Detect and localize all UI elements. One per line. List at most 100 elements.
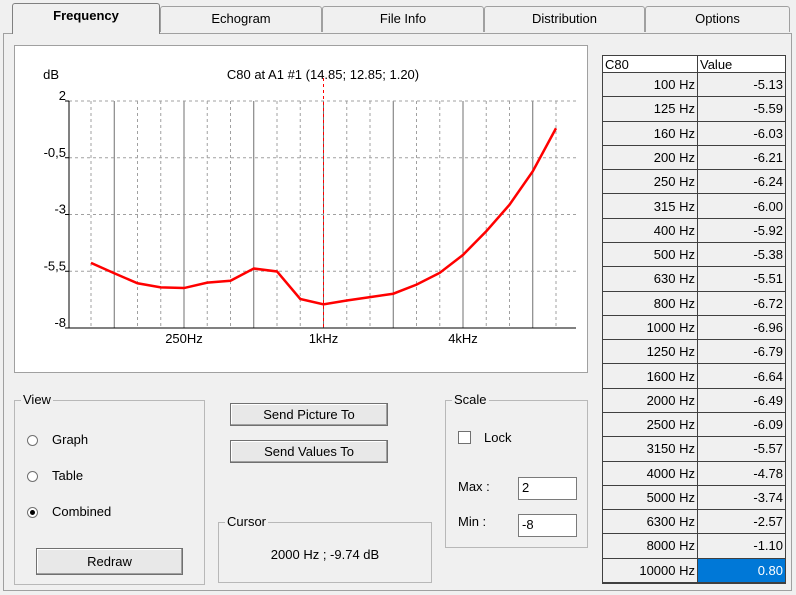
table-row[interactable]: 500 Hz -5.38: [603, 242, 785, 268]
table-cell: -6.96: [698, 316, 785, 341]
y-axis-label: dB: [43, 67, 59, 82]
radio-label: Graph: [52, 432, 89, 447]
table-row[interactable]: 125 Hz -5.59: [603, 97, 785, 122]
table-row[interactable]: 200 Hz -6.21: [603, 145, 785, 171]
table-cell: 5000 Hz: [603, 485, 698, 511]
y-tick-label: -8: [54, 315, 66, 330]
table-row[interactable]: 2500 Hz -6.09: [603, 412, 785, 438]
table-cell: 100 Hz: [603, 73, 698, 98]
table-row[interactable]: 2000 Hz -6.49: [603, 388, 785, 413]
table-cell: -5.57: [698, 437, 785, 462]
table-cell: -5.38: [698, 243, 785, 268]
table-cell: -6.21: [698, 146, 785, 171]
table-row[interactable]: 5000 Hz -3.74: [603, 485, 785, 511]
table-cell: 1250 Hz: [603, 340, 698, 365]
x-tick-label: 4kHz: [448, 331, 478, 346]
min-input[interactable]: -8: [518, 514, 577, 537]
table-cell: 4000 Hz: [603, 461, 698, 486]
tab[interactable]: Echogram: [160, 6, 322, 32]
checkbox-label: Lock: [484, 430, 512, 445]
table-cell: 0.80: [698, 558, 785, 583]
table-cell: 800 Hz: [603, 291, 698, 316]
max-label: Max :: [458, 479, 490, 494]
lock-checkbox[interactable]: [458, 431, 471, 444]
table-cell: 250 Hz: [603, 170, 698, 195]
table-cell: 1600 Hz: [603, 364, 698, 389]
table-row[interactable]: 3150 Hz -5.57: [603, 437, 785, 462]
y-tick-label: -5,5: [44, 258, 66, 273]
max-input[interactable]: 2: [518, 477, 577, 500]
table-cell: -6.79: [698, 340, 785, 365]
table-cell: 2500 Hz: [603, 412, 698, 438]
header-cell: Value: [698, 56, 785, 73]
table-cell: -2.57: [698, 510, 785, 535]
group-title: View: [21, 392, 53, 407]
table-cell: 200 Hz: [603, 145, 698, 171]
y-tick-label: 2: [59, 88, 66, 103]
table-row[interactable]: 1250 Hz -6.79: [603, 340, 785, 365]
table-cell: 125 Hz: [603, 97, 698, 122]
table-cell: -6.09: [698, 413, 785, 438]
tab[interactable]: Options: [645, 6, 790, 32]
table-cell: 315 Hz: [603, 194, 698, 219]
chart-title: C80 at A1 #1 (14.85; 12.85; 1.20): [227, 67, 419, 82]
cursor-readout: 2000 Hz ; -9.74 dB: [270, 547, 380, 562]
radio-label: Combined: [52, 504, 112, 519]
radio-label: Table: [52, 468, 84, 483]
table-row[interactable]: 6300 Hz -2.57: [603, 510, 785, 535]
table-row[interactable]: 10000 Hz 0.80: [603, 558, 785, 583]
table-cell: -6.64: [698, 364, 785, 389]
table-row[interactable]: 1000 Hz -6.96: [603, 315, 785, 341]
x-tick-label: 1kHz: [309, 331, 339, 346]
table-row[interactable]: 250 Hz -6.24: [603, 170, 785, 195]
send-picture-button[interactable]: Send Picture To: [230, 403, 388, 426]
table-cell: 500 Hz: [603, 242, 698, 268]
table-row[interactable]: 160 Hz -6.03: [603, 121, 785, 146]
values-table: C80 Value 100 Hz -5.13 125 Hz -5.59 160 Hz -6.0…: [602, 55, 786, 584]
table-cell: -5.59: [698, 97, 785, 122]
table-cell: -3.74: [698, 486, 785, 511]
table-cell: 160 Hz: [603, 121, 698, 146]
table-cell: -4.78: [698, 462, 785, 486]
table-cell: -5.13: [698, 73, 785, 98]
table-row[interactable]: 800 Hz -6.72: [603, 291, 785, 316]
table-cell: -6.03: [698, 122, 785, 146]
radio-button[interactable]: [27, 471, 38, 482]
send-values-button[interactable]: Send Values To: [230, 440, 388, 463]
table-cell: 10000 Hz: [603, 558, 698, 583]
table-cell: -5.51: [698, 267, 785, 292]
redraw-button[interactable]: Redraw: [36, 548, 183, 575]
table-cell: -6.72: [698, 292, 785, 316]
x-tick-label: 250Hz: [165, 331, 203, 346]
table-cell: -1.10: [698, 534, 785, 559]
table-cell: 3150 Hz: [603, 437, 698, 462]
table-row[interactable]: 400 Hz -5.92: [603, 218, 785, 243]
y-tick-label: -3: [54, 202, 66, 217]
radio-button[interactable]: [27, 507, 38, 518]
view-group: View Graph Table Combined: [14, 392, 205, 585]
table-row[interactable]: 4000 Hz -4.78: [603, 461, 785, 486]
tab[interactable]: File Info: [322, 6, 484, 32]
radio-button[interactable]: [27, 435, 38, 446]
table-row[interactable]: 630 Hz -5.51: [603, 267, 785, 292]
tab-panel: [3, 33, 792, 591]
table-cell: -6.49: [698, 389, 785, 413]
table-row[interactable]: 1600 Hz -6.64: [603, 364, 785, 389]
min-label: Min :: [458, 514, 487, 529]
tab[interactable]: Frequency: [12, 3, 160, 34]
data-line: [90, 127, 558, 306]
table-row[interactable]: 315 Hz -6.00: [603, 194, 785, 219]
table-cell: 2000 Hz: [603, 388, 698, 413]
table-cell: 1000 Hz: [603, 315, 698, 341]
group-title: Scale: [452, 392, 489, 407]
table-row[interactable]: 8000 Hz -1.10: [603, 534, 785, 559]
chart: C80 at A1 #1 (14.85; 12.85; 1.20) dB 250…: [14, 45, 588, 373]
table-cell: -5.92: [698, 219, 785, 243]
tab[interactable]: Distribution: [484, 6, 645, 32]
table-cell: 8000 Hz: [603, 534, 698, 559]
table-cell: 400 Hz: [603, 218, 698, 243]
y-tick-label: -0,5: [44, 145, 66, 160]
table-cell: 6300 Hz: [603, 510, 698, 535]
table-row[interactable]: 100 Hz -5.13: [603, 73, 785, 98]
